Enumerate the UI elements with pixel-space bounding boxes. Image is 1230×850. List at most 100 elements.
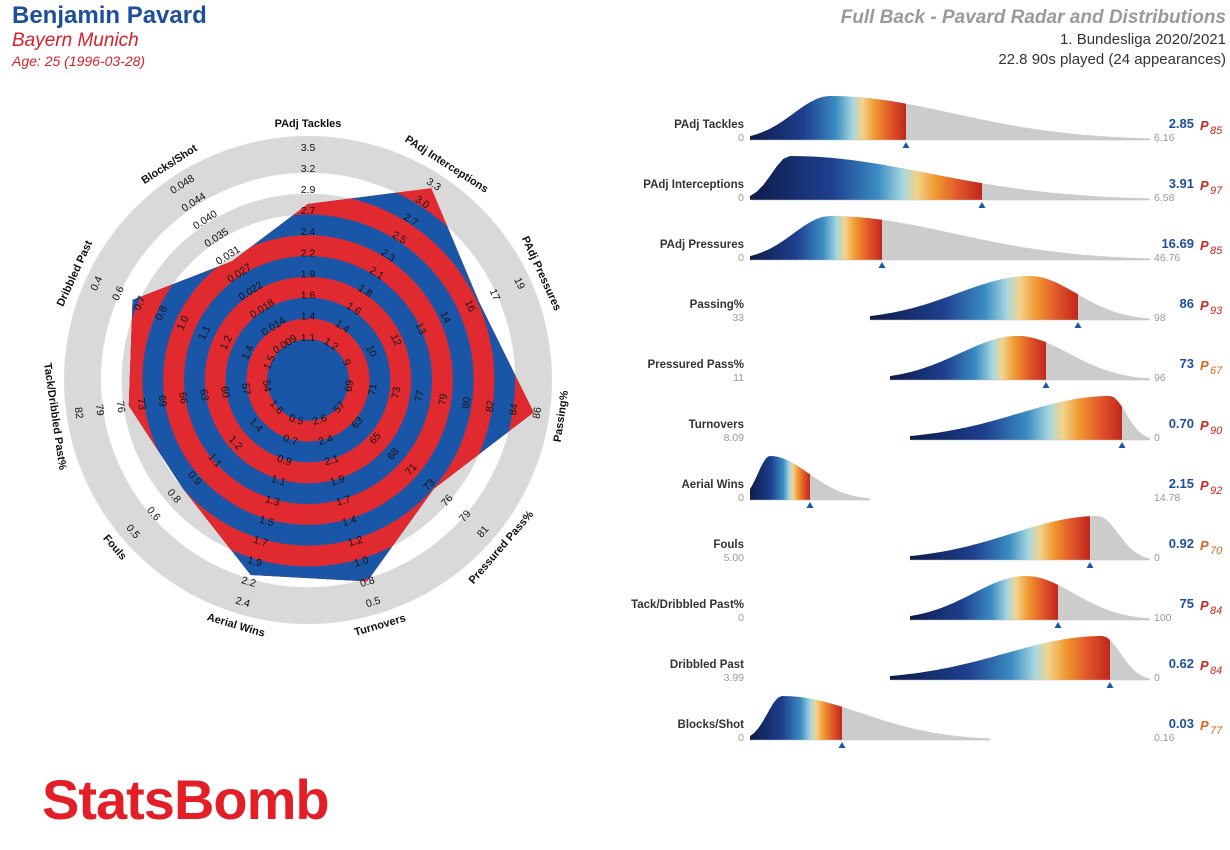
distribution-filled [910,576,1058,620]
radar-tick-label: 17 [487,287,503,303]
radar-tick-label: 57 [239,382,253,395]
radar-tick-label: 12 [388,332,404,348]
metric-value: 0.62 [1169,656,1194,671]
header-left: Benjamin Pavard Bayern Munich Age: 25 (1… [12,2,207,70]
distribution-row: Passing%33 98 86 P 93 [690,276,1223,328]
radar-tick-label: 69 [343,379,357,392]
radar-tick-label: 86 [531,406,545,419]
radar-tick-label: 1.1 [270,473,288,489]
percentile-value: 67 [1210,365,1223,377]
radar-tick-label: 79 [93,403,107,416]
radar-tick-label: 16 [462,298,478,314]
distribution-filled [750,456,810,500]
percentile-value: 84 [1210,665,1222,677]
radar-tick-label: 2.7 [301,205,316,217]
metric-max-label: 0 [1154,672,1160,684]
radar-tick-label: 1.6 [301,290,316,302]
value-marker [806,502,814,508]
value-marker [978,202,986,208]
distribution-fill [890,636,1110,680]
metric-label: PAdj Tackles [674,119,744,131]
value-marker [1086,562,1094,568]
distribution-fill [750,156,982,200]
radar-tick-label: 14 [437,310,453,326]
radar-tick-label: 1.4 [239,343,256,361]
distribution-fill [910,576,1058,620]
value-marker [1042,382,1050,388]
radar-tick-label: 1.1 [196,324,213,342]
percentile-letter: P [1200,118,1209,133]
metric-value: 75 [1180,596,1194,611]
metric-label: Passing% [690,299,744,311]
radar-tick-label: 2.4 [317,432,335,448]
radar-tick-label: 76 [114,400,128,413]
metric-min-label: 0 [738,612,744,624]
radar-chart: 1.1 1.4 1.6 1.9 2.2 2.4 2.7 2.9 3.2 3.5 PAdj Tackl… [41,118,571,640]
value-marker [1054,622,1062,628]
radar-tick-label: 2.4 [234,595,252,611]
radar-tick-label: 80 [460,396,474,409]
distribution-filled [870,276,1078,320]
metric-max-label: 46.76 [1154,252,1180,264]
radar-tick-label: 2.2 [240,574,258,590]
percentile-value: 77 [1210,725,1223,737]
metric-min-label: 0 [738,732,744,744]
metric-min-label: 0 [738,492,744,504]
metric-value: 73 [1180,356,1194,371]
metric-label: Pressured Pass% [647,359,744,371]
radar-tick-label: 1.7 [335,493,353,509]
radar-tick-label: 63 [197,388,211,401]
value-marker [1106,682,1114,688]
metric-label: Dribbled Past [670,659,744,671]
value-marker [902,142,910,148]
metric-min-label: 11 [733,372,744,384]
distribution-filled [910,516,1090,560]
metric-min-label: 0 [738,192,744,204]
radar-tick-label: 82 [484,399,498,412]
metric-max-label: 0 [1154,552,1160,564]
percentile-value: 97 [1210,185,1223,197]
radar-tick-label: 1.5 [258,514,276,530]
radar-tick-label: 1.9 [301,268,316,280]
percentile-letter: P [1200,418,1209,433]
metric-value: 16.69 [1161,236,1194,251]
radar-tick-label: 1.4 [301,311,316,323]
radar-tick-label: 9 [340,357,353,367]
radar-tick-label: 13 [413,321,429,337]
radar-tick-label: 2.9 [301,184,316,196]
radar-tick-label: 1.4 [341,514,359,530]
percentile-value: 70 [1210,545,1223,557]
distribution-filled [890,336,1046,380]
distribution-filled [890,636,1110,680]
radar-tick-label: 0.6 [110,284,127,302]
distribution-fill [870,276,1078,320]
radar-tick-label: 77 [413,389,427,402]
metric-max-label: 96 [1154,372,1166,384]
metric-label: Fouls [713,539,744,551]
team-name: Bayern Munich [12,30,139,51]
metric-label: PAdj Pressures [660,239,744,251]
distribution-row: Pressured Pass%11 96 73 P 67 [647,336,1223,388]
radar-tick-label: 0.8 [359,574,377,590]
radar-tick-label: 3.2 [301,163,316,175]
percentile-value: 85 [1210,125,1223,137]
metric-min-label: 3.99 [724,672,745,684]
radar-tick-label: 19 [511,276,527,292]
header-right: Full Back - Pavard Radar and Distributio… [841,6,1226,70]
percentile-letter: P [1200,598,1209,613]
radar-tick-label: 0.5 [288,412,306,428]
report-title: Full Back - Pavard Radar and Distributio… [840,7,1226,28]
radar-tick-label: 60 [218,385,232,398]
radar-tick-label: 54 [260,379,274,392]
value-marker [1074,322,1082,328]
metric-value: 0.92 [1169,536,1194,551]
metric-label: Aerial Wins [681,479,744,491]
minutes-played: 22.8 90s played (24 appearances) [998,51,1226,68]
radar-tick-label: 71 [366,383,380,396]
metric-max-label: 0.16 [1154,732,1175,744]
percentile-value: 93 [1210,305,1223,317]
radar-tick-label: 1.2 [218,333,235,351]
